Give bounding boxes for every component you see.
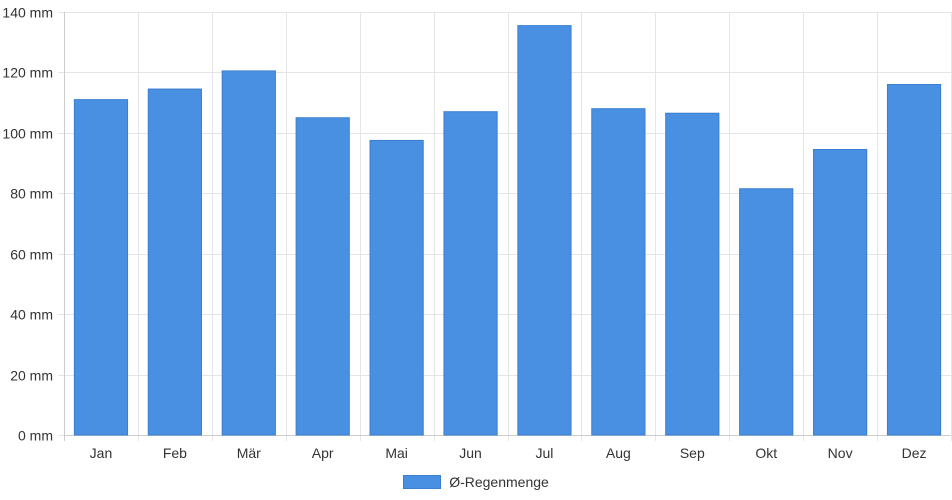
x-tick-label: Feb (163, 445, 187, 461)
bar-feb[interactable] (147, 88, 202, 436)
x-tick-label: Mai (385, 445, 408, 461)
x-tick-label: Apr (312, 445, 334, 461)
y-tick-label: 80 mm (10, 186, 53, 202)
x-tick-label: Mär (237, 445, 261, 461)
x-axis-ticks: Jan Feb Mär Apr Mai Jun Jul Aug Sep Okt Nov Dez (90, 445, 927, 461)
x-tick-label: Aug (606, 445, 631, 461)
bar-okt[interactable] (739, 188, 794, 436)
bar-aug[interactable] (591, 108, 646, 436)
x-tick-label: Jan (90, 445, 113, 461)
bar-sep[interactable] (665, 112, 720, 436)
y-axis-ticks: 0 mm 20 mm 40 mm 60 mm 80 mm 100 mm 120 mm 140 … (2, 5, 53, 444)
grid-layer (58, 12, 952, 441)
x-tick-label: Dez (902, 445, 927, 461)
bar-apr[interactable] (295, 117, 350, 436)
y-tick-label: 0 mm (18, 428, 53, 444)
chart-legend[interactable]: Ø-Regenmenge (0, 472, 952, 492)
y-tick-label: 140 mm (2, 5, 53, 21)
bars-layer (73, 25, 942, 436)
y-tick-label: 100 mm (2, 126, 53, 142)
y-tick-label: 60 mm (10, 247, 53, 263)
y-tick-label: 120 mm (2, 65, 53, 81)
bar-nov[interactable] (813, 148, 868, 436)
x-tick-label: Sep (680, 445, 705, 461)
bar-mai[interactable] (369, 139, 424, 436)
bar-mär[interactable] (221, 70, 276, 436)
legend-label: Ø-Regenmenge (449, 474, 549, 490)
y-tick-label: 20 mm (10, 368, 53, 384)
y-tick-label: 40 mm (10, 307, 53, 323)
bar-jan[interactable] (73, 99, 129, 436)
x-tick-label: Jul (536, 445, 554, 461)
bar-dez[interactable] (886, 84, 942, 436)
x-tick-label: Jun (459, 445, 482, 461)
x-tick-label: Nov (828, 445, 853, 461)
bar-jun[interactable] (443, 111, 498, 436)
bar-jul[interactable] (517, 25, 572, 436)
legend-swatch (403, 475, 442, 489)
x-tick-label: Okt (755, 445, 777, 461)
